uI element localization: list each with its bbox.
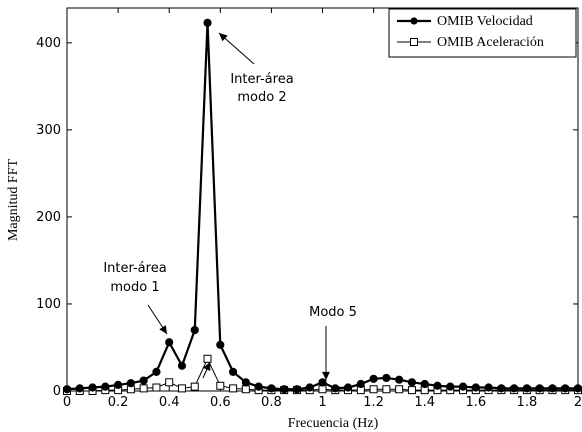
y-tick-label: 300	[36, 123, 61, 138]
data-point	[75, 384, 84, 393]
series-layer	[62, 18, 582, 395]
data-point	[216, 340, 225, 349]
data-point	[267, 384, 276, 393]
x-tick-label: 1.2	[363, 395, 384, 410]
legend-entry: OMIB Velocidad	[397, 14, 533, 29]
data-point	[471, 383, 480, 392]
data-point	[305, 383, 314, 392]
data-point	[535, 384, 544, 393]
data-point	[395, 375, 404, 384]
annotation-arrow	[218, 32, 255, 65]
data-point	[152, 367, 161, 376]
legend-label: OMIB Aceleración	[437, 35, 544, 50]
data-point	[114, 380, 123, 390]
x-tick-label: 0.6	[210, 395, 231, 410]
annotations: Inter-área modo 2 Inter-área modo 1 Modo 5	[103, 32, 357, 380]
data-point	[395, 385, 404, 394]
data-point	[407, 378, 417, 387]
data-point	[497, 384, 506, 393]
legend-box	[388, 8, 577, 58]
legend: OMIB Velocidad OMIB Aceleración	[388, 8, 577, 58]
data-point	[484, 383, 493, 392]
legend-marker	[410, 17, 418, 25]
data-point	[382, 385, 391, 394]
legend-entry: OMIB Aceleración	[397, 35, 544, 50]
data-point	[101, 382, 110, 391]
data-point	[292, 385, 302, 394]
data-point	[522, 384, 532, 393]
data-point	[407, 386, 416, 395]
y-tick-label: 200	[36, 210, 61, 225]
data-point	[356, 379, 365, 389]
annotation-arrow	[322, 326, 330, 380]
data-point	[229, 384, 238, 393]
data-point	[203, 18, 212, 27]
data-point	[177, 361, 187, 370]
y-tick-label: 100	[36, 297, 61, 312]
series-0	[62, 18, 582, 394]
x-tick-label: 0.2	[108, 395, 129, 410]
data-point	[369, 374, 378, 383]
data-point	[510, 384, 519, 393]
data-point	[139, 384, 148, 393]
annotation-arrow	[147, 304, 168, 335]
axes: 0 0.2 0.4 0.6 0.8 1 1.2 1.4 1.6 1.8 2 0 100 200 300 400	[36, 7, 582, 410]
annotation-label: Inter-área	[103, 261, 166, 276]
x-tick-label: 1	[318, 395, 326, 410]
plot-frame	[66, 7, 579, 392]
data-point	[280, 385, 289, 394]
data-point	[88, 383, 97, 392]
data-point	[420, 379, 429, 389]
data-point	[318, 385, 327, 394]
x-tick-label: 0	[63, 395, 71, 410]
data-point	[139, 376, 148, 385]
annotation-label: modo 1	[110, 280, 159, 295]
y-tick-label: 400	[36, 36, 61, 51]
data-point	[548, 384, 557, 393]
series-line	[66, 21, 578, 391]
data-point	[458, 382, 468, 391]
data-point	[446, 382, 455, 391]
data-point	[62, 385, 72, 394]
data-point	[254, 382, 263, 391]
x-tick-label: 2	[574, 395, 582, 410]
x-axis-label: Frecuencia (Hz)	[288, 416, 379, 431]
data-point	[190, 325, 199, 335]
x-tick-label: 0.8	[261, 395, 282, 410]
data-point	[343, 383, 353, 392]
data-point	[152, 383, 161, 392]
legend-label: OMIB Velocidad	[437, 14, 533, 29]
y-tick-label: 0	[53, 384, 61, 399]
legend-marker	[410, 38, 418, 46]
y-axis-label: Magnitud FFT	[6, 159, 21, 242]
data-point	[177, 384, 186, 393]
data-point	[165, 338, 174, 347]
data-point	[331, 384, 340, 393]
data-point	[241, 385, 250, 394]
data-point	[165, 378, 174, 387]
x-tick-label: 0.4	[159, 395, 180, 410]
data-point	[318, 378, 327, 387]
x-tick-label: 1.4	[414, 395, 435, 410]
data-point	[382, 373, 391, 383]
data-point	[203, 354, 212, 363]
data-point	[573, 384, 582, 393]
data-point	[126, 379, 135, 388]
data-point	[216, 381, 225, 390]
data-point	[241, 378, 250, 387]
x-tick-label: 1.6	[465, 395, 486, 410]
annotation-label: Inter-área	[230, 72, 293, 87]
annotation-label: Modo 5	[309, 305, 357, 320]
annotation-arrow	[202, 361, 211, 379]
data-point	[369, 385, 378, 394]
data-point	[228, 367, 238, 376]
data-point	[190, 382, 199, 391]
annotation-label: modo 2	[237, 90, 286, 105]
data-point	[433, 381, 442, 390]
x-tick-label: 1.8	[517, 395, 538, 410]
data-point	[561, 384, 570, 393]
